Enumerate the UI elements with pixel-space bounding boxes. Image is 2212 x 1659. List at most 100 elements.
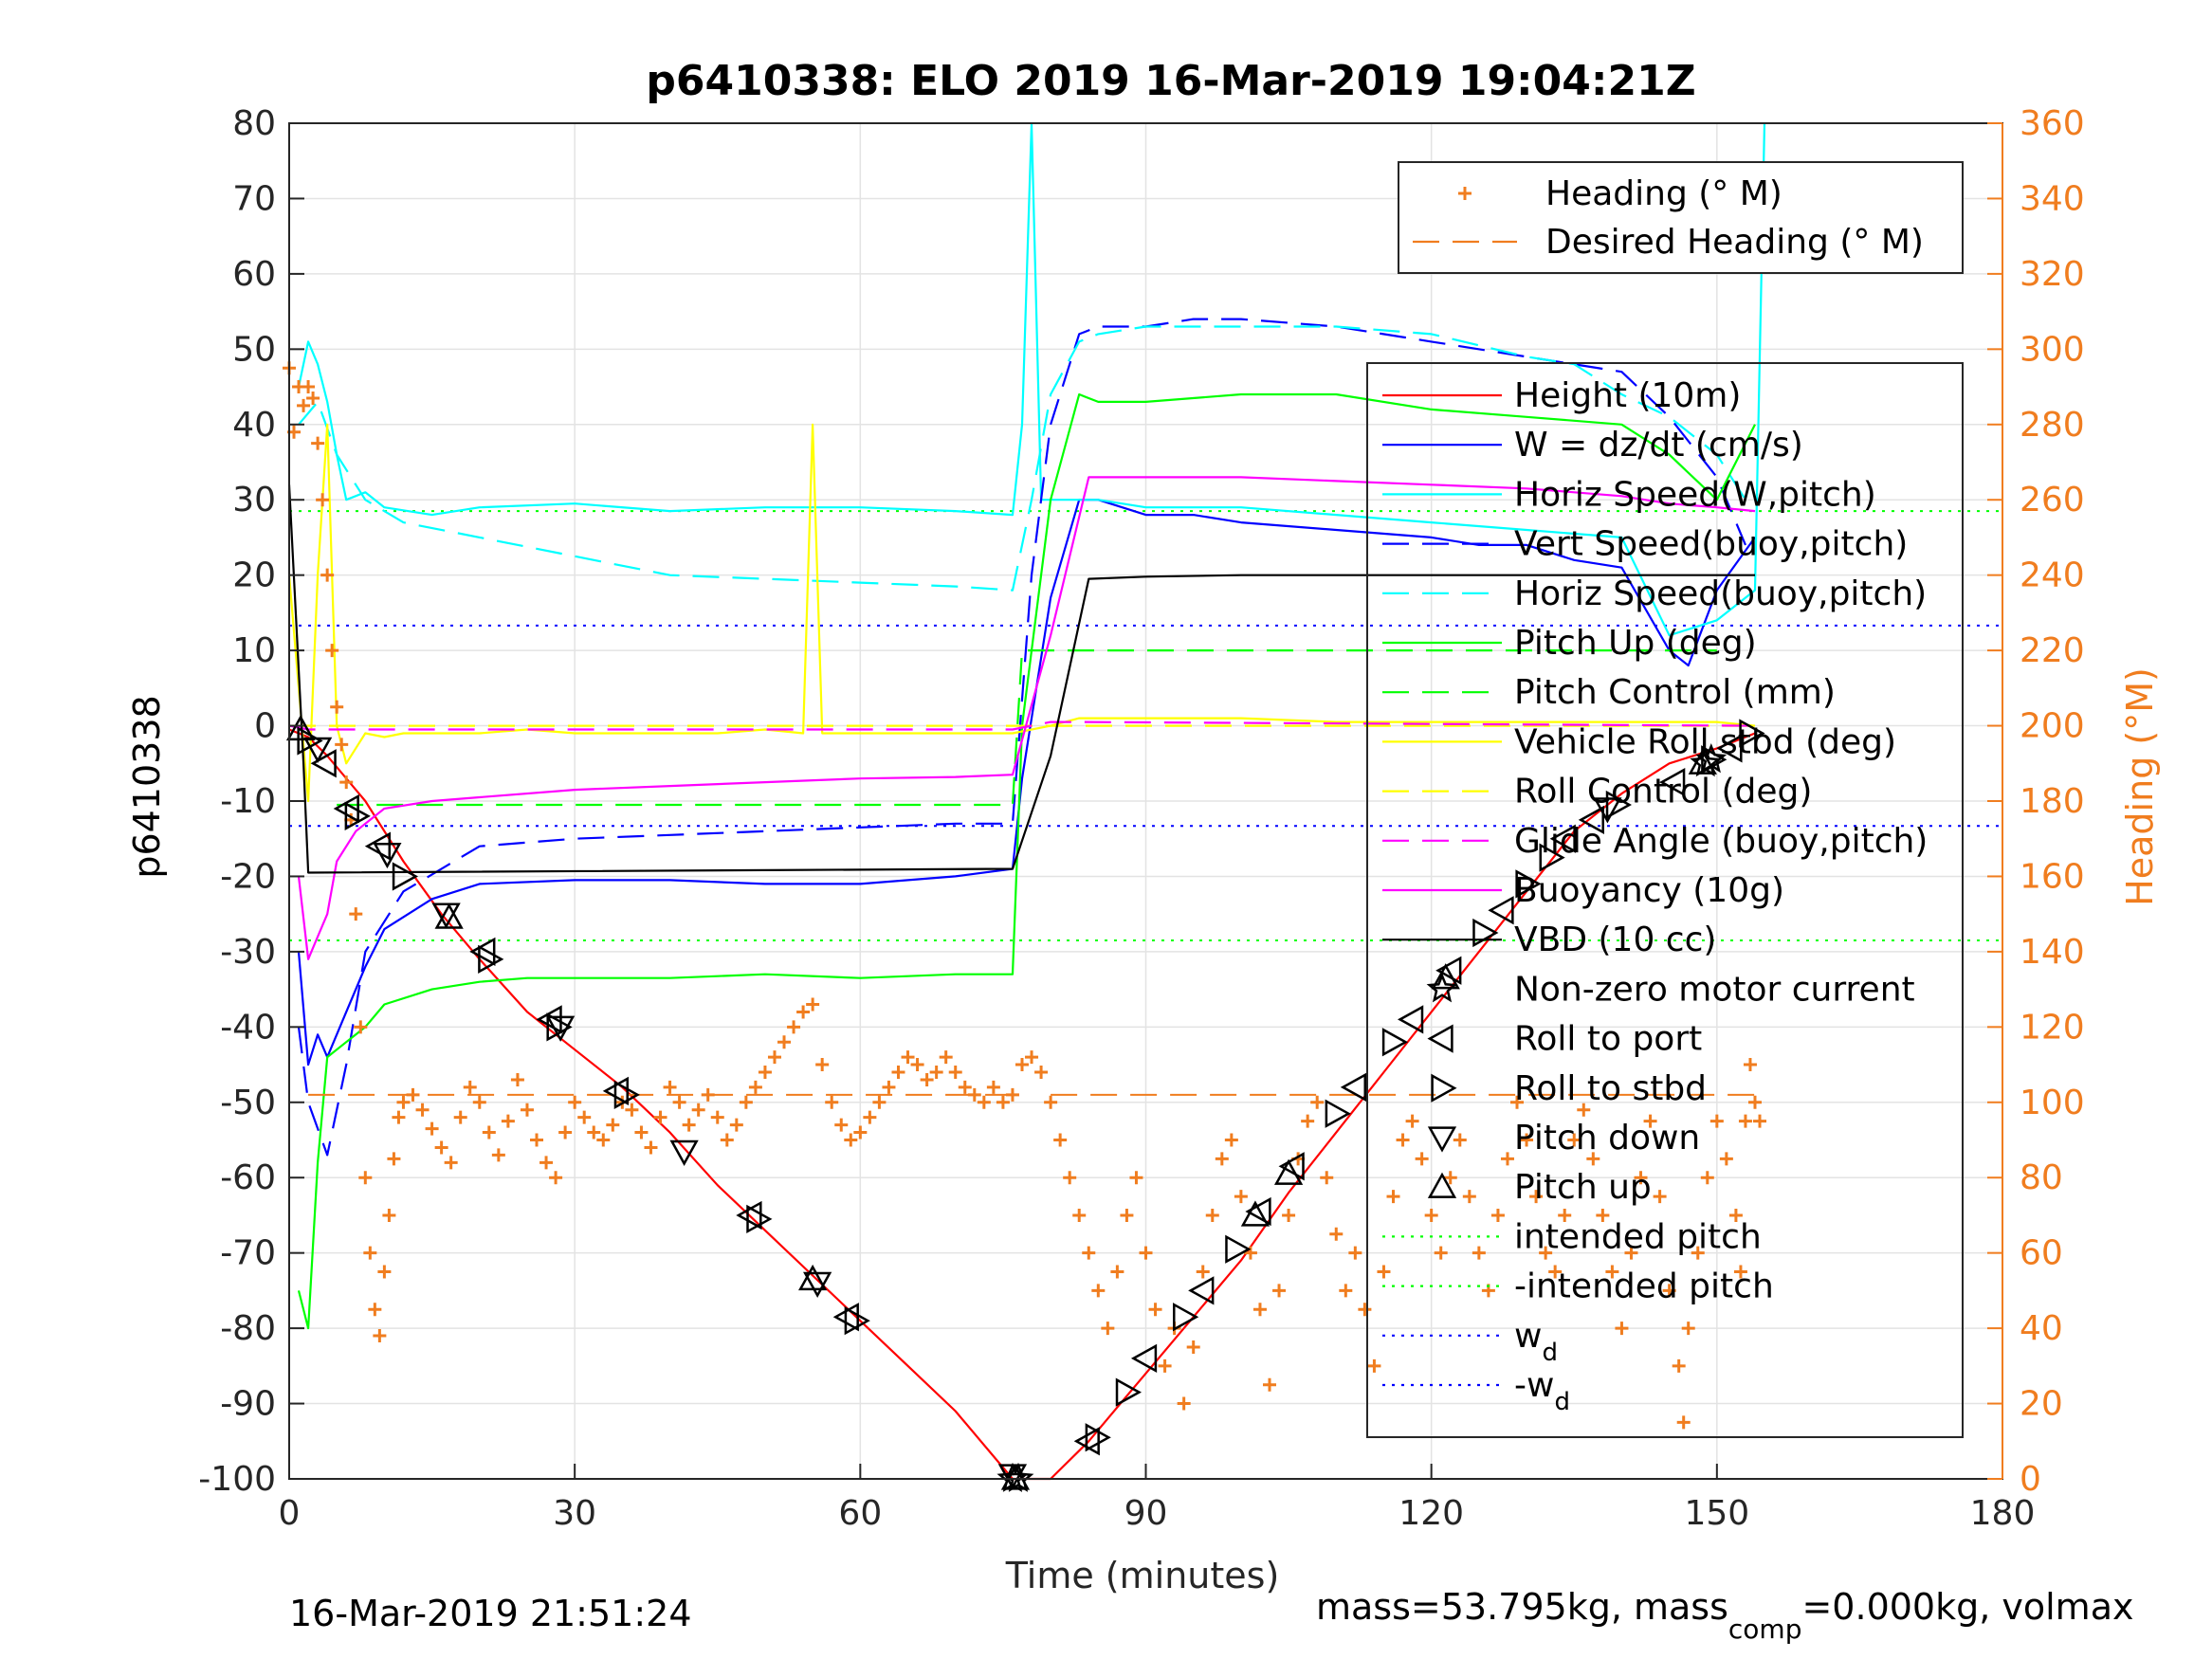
heading-point bbox=[1377, 1265, 1391, 1279]
heading-point bbox=[1082, 1246, 1096, 1260]
marker-tri-right bbox=[1115, 1377, 1142, 1407]
legend-label-text: Glide Angle (buoy,pitch) bbox=[1514, 822, 1928, 861]
heading-point bbox=[1272, 1284, 1287, 1298]
heading-point bbox=[320, 568, 335, 582]
heading-point bbox=[1101, 1322, 1115, 1336]
legend-label-text: -w bbox=[1514, 1366, 1554, 1405]
heading-point bbox=[539, 1156, 554, 1170]
legend-label: VBD (10 cc) bbox=[1514, 921, 1716, 959]
legend-label-text: Heading (° M) bbox=[1545, 174, 1782, 213]
heading-point bbox=[1282, 1208, 1296, 1222]
x-tick-label: 180 bbox=[1970, 1494, 2036, 1533]
heading-point bbox=[1110, 1265, 1124, 1279]
marker-tri-left bbox=[469, 937, 496, 967]
legend-label-text: Pitch Up (deg) bbox=[1514, 624, 1757, 663]
y2-tick-label: 240 bbox=[2020, 556, 2085, 595]
legend-label-text: intended pitch bbox=[1514, 1217, 1762, 1256]
y-tick-label: -50 bbox=[220, 1084, 276, 1122]
heading-point bbox=[520, 1103, 534, 1117]
heading-point bbox=[1243, 1246, 1257, 1260]
heading-point bbox=[948, 1066, 962, 1079]
legend-label-text: Height (10m) bbox=[1514, 376, 1741, 415]
heading-point bbox=[1443, 1171, 1457, 1185]
heading-point bbox=[311, 436, 325, 450]
heading-point bbox=[463, 1080, 477, 1094]
footer-mass-info: mass=53.795kg, masscomp=0.000kg, volmax bbox=[1316, 1586, 2133, 1645]
heading-point bbox=[1719, 1152, 1733, 1166]
heading-point bbox=[335, 738, 349, 752]
heading-point bbox=[701, 1087, 715, 1102]
heading-point bbox=[1624, 1246, 1638, 1260]
heading-point bbox=[625, 1103, 639, 1117]
heading-point bbox=[1415, 1152, 1429, 1166]
heading-point bbox=[1177, 1396, 1191, 1411]
heading-point bbox=[1615, 1322, 1629, 1336]
legend-label-text: W = dz/dt (cm/s) bbox=[1514, 426, 1803, 465]
marker-tri-down bbox=[545, 1015, 576, 1042]
heading-point bbox=[1186, 1340, 1200, 1354]
x-tick-label: 0 bbox=[279, 1494, 301, 1533]
marker-tri-up bbox=[1240, 1200, 1271, 1227]
marker-tri-right bbox=[1325, 1099, 1351, 1128]
heading-point bbox=[1034, 1066, 1049, 1079]
legend-sample bbox=[1458, 187, 1472, 200]
heading-point bbox=[349, 907, 363, 921]
marker-tri-left bbox=[1435, 956, 1462, 985]
heading-point bbox=[510, 1072, 524, 1086]
y2-tick-label: 160 bbox=[2020, 857, 2085, 896]
y-tick-label: 50 bbox=[232, 330, 276, 369]
series-line bbox=[288, 720, 1756, 731]
y-tick-label: -20 bbox=[220, 857, 276, 896]
heading-point bbox=[596, 1133, 611, 1147]
heading-point bbox=[1539, 1246, 1553, 1260]
marker-tri-left bbox=[1130, 1343, 1158, 1374]
heading-point bbox=[1548, 1265, 1563, 1279]
y2-tick-label: 200 bbox=[2020, 707, 2085, 746]
heading-point bbox=[434, 1140, 448, 1155]
legend-label-text: Buoyancy (10g) bbox=[1514, 871, 1784, 910]
heading-point bbox=[806, 997, 820, 1012]
heading-point bbox=[1676, 1415, 1691, 1430]
heading-point bbox=[796, 1005, 811, 1019]
heading-point bbox=[1529, 1190, 1544, 1204]
x-tick-label: 150 bbox=[1684, 1494, 1749, 1533]
heading-point bbox=[387, 1152, 401, 1166]
heading-point bbox=[1672, 1358, 1686, 1373]
heading-point bbox=[1158, 1358, 1172, 1373]
heading-point bbox=[415, 1103, 430, 1117]
footer-mass-sub: comp bbox=[1728, 1613, 1802, 1645]
y2-tick-label: 80 bbox=[2020, 1158, 2063, 1197]
x-tick-label: 120 bbox=[1398, 1494, 1464, 1533]
heading-point bbox=[306, 391, 320, 405]
heading-point bbox=[1586, 1152, 1600, 1166]
marker-tri-down bbox=[373, 842, 402, 869]
y-tick-label: -100 bbox=[198, 1460, 276, 1499]
marker-tri-right bbox=[746, 1204, 773, 1234]
marker-tri-left bbox=[1578, 805, 1604, 834]
legend-sample bbox=[1427, 1024, 1453, 1053]
heading-point bbox=[1462, 1190, 1476, 1204]
heading-point bbox=[1733, 1265, 1747, 1279]
heading-point bbox=[1044, 1095, 1058, 1109]
heading-point bbox=[1367, 1358, 1381, 1373]
legend-label-text: Roll Control (deg) bbox=[1514, 773, 1812, 811]
heading-point bbox=[1738, 1114, 1752, 1128]
chart-title: p6410338: ELO 2019 16-Mar-2019 19:04:21Z bbox=[646, 57, 1695, 105]
marker-tri-up bbox=[434, 902, 464, 929]
heading-point bbox=[882, 1080, 896, 1094]
heading-point bbox=[1709, 1114, 1724, 1128]
legend-label: Roll to stbd bbox=[1514, 1069, 1707, 1108]
heading-point bbox=[1653, 1190, 1667, 1204]
marker-tri-up bbox=[285, 714, 316, 741]
heading-scatter bbox=[283, 361, 1767, 1430]
heading-point bbox=[1015, 1058, 1029, 1072]
legend-label: Desired Heading (° M) bbox=[1545, 223, 1924, 262]
heading-point bbox=[1120, 1208, 1134, 1222]
heading-point bbox=[634, 1125, 649, 1139]
legend-label-text: Pitch Control (mm) bbox=[1514, 673, 1836, 712]
heading-point bbox=[606, 1118, 620, 1132]
legend-label-text: Desired Heading (° M) bbox=[1545, 223, 1924, 262]
legend-label-text: Roll to port bbox=[1514, 1020, 1702, 1059]
heading-point bbox=[1215, 1152, 1229, 1166]
x-tick-label: 60 bbox=[838, 1494, 882, 1533]
